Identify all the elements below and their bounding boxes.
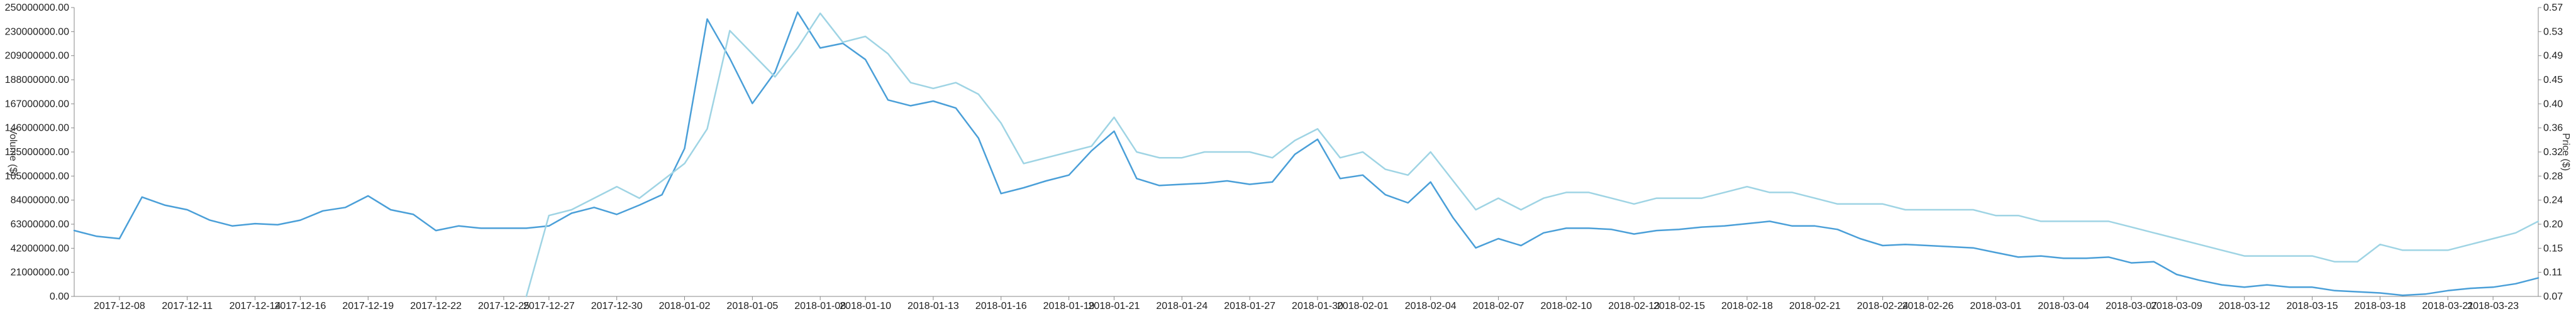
x-tick-label: 2018-02-01: [1337, 301, 1389, 311]
right-y-tick-label: 0.45: [2543, 75, 2563, 85]
volume-series-line: [73, 11, 2540, 296]
right-y-tick-label: 0.32: [2543, 147, 2563, 158]
x-tick-label: 2018-01-08: [794, 301, 846, 311]
left-y-tick-label: 146000000.00: [5, 123, 69, 134]
right-y-tick-label: 0.49: [2543, 51, 2563, 62]
series-layer: [73, 11, 2540, 298]
x-tick-label: 2018-03-04: [2038, 301, 2089, 311]
x-tick-label: 2018-01-13: [908, 301, 959, 311]
right-y-tick-label: 0.40: [2543, 99, 2563, 109]
right-y-tick-label: 0.53: [2543, 26, 2563, 37]
x-tick-label: 2017-12-14: [230, 301, 281, 311]
x-tick-label: 2018-02-10: [1540, 301, 1592, 311]
x-tick-label: 2018-01-10: [840, 301, 891, 311]
left-y-axis-ticks: 0.00 21000000.00 42000000.00 63000000.00 840…: [5, 3, 74, 302]
left-y-tick-label: 209000000.00: [5, 51, 69, 62]
x-tick-label: 2018-03-12: [2219, 301, 2270, 311]
right-y-tick-label: 0.20: [2543, 219, 2563, 230]
x-tick-label: 2018-01-02: [659, 301, 711, 311]
x-tick-label: 2018-03-23: [2467, 301, 2519, 311]
price-series-line: [525, 12, 2540, 298]
x-tick-label: 2018-02-15: [1653, 301, 1705, 311]
x-tick-label: 2017-12-11: [162, 301, 213, 311]
left-y-tick-label: 63000000.00: [11, 219, 70, 230]
x-tick-label: 2018-01-21: [1089, 301, 1140, 311]
x-tick-label: 2018-02-07: [1473, 301, 1524, 311]
x-tick-label: 2018-02-21: [1789, 301, 1841, 311]
x-tick-label: 2018-03-09: [2151, 301, 2202, 311]
x-tick-label: 2018-03-07: [2106, 301, 2157, 311]
x-tick-label: 2018-03-18: [2354, 301, 2406, 311]
x-tick-label: 2018-02-18: [1721, 301, 1773, 311]
x-tick-label: 2018-01-30: [1292, 301, 1343, 311]
left-y-tick-label: 125000000.00: [5, 147, 69, 158]
x-tick-label: 2018-01-16: [975, 301, 1027, 311]
right-y-tick-label: 0.15: [2543, 243, 2563, 254]
x-tick-label: 2018-02-13: [1608, 301, 1660, 311]
left-y-tick-label: 105000000.00: [5, 171, 69, 181]
left-y-tick-label: 167000000.00: [5, 99, 69, 109]
x-tick-label: 2018-03-01: [1970, 301, 2021, 311]
x-tick-label: 2017-12-25: [478, 301, 530, 311]
left-y-axis-title: Volume ($): [8, 127, 18, 176]
right-y-tick-label: 0.07: [2543, 291, 2563, 302]
right-y-tick-label: 0.57: [2543, 3, 2563, 13]
left-y-tick-label: 0.00: [50, 291, 69, 302]
x-tick-label: 2018-01-27: [1224, 301, 1275, 311]
x-tick-label: 2018-02-24: [1857, 301, 1909, 311]
right-y-tick-label: 0.11: [2543, 268, 2562, 278]
right-y-tick-label: 0.28: [2543, 171, 2563, 181]
x-tick-label: 2017-12-16: [275, 301, 326, 311]
left-y-tick-label: 230000000.00: [5, 26, 69, 37]
left-y-tick-label: 84000000.00: [11, 195, 70, 206]
x-tick-label: 2017-12-08: [94, 301, 145, 311]
x-tick-label: 2018-03-21: [2422, 301, 2473, 311]
x-tick-label: 2017-12-30: [591, 301, 643, 311]
x-tick-label: 2018-01-05: [726, 301, 778, 311]
left-y-tick-label: 250000000.00: [5, 3, 69, 13]
right-y-tick-label: 0.24: [2543, 195, 2563, 206]
left-y-tick-label: 188000000.00: [5, 75, 69, 85]
x-tick-label: 2018-03-15: [2287, 301, 2338, 311]
x-tick-label: 2018-02-04: [1405, 301, 1457, 311]
right-y-axis-title: Price ($): [2560, 133, 2571, 171]
left-y-tick-label: 21000000.00: [11, 268, 70, 278]
x-tick-label: 2017-12-27: [523, 301, 575, 311]
right-y-tick-label: 0.36: [2543, 123, 2563, 134]
left-y-tick-label: 42000000.00: [11, 243, 70, 254]
x-axis-ticks: 2017-12-08 2017-12-11 2017-12-142017-12-16…: [94, 296, 2519, 311]
x-tick-label: 2017-12-19: [342, 301, 394, 311]
x-tick-label: 2017-12-22: [410, 301, 462, 311]
x-tick-label: 2018-02-26: [1902, 301, 1954, 311]
x-tick-label: 2018-01-19: [1043, 301, 1095, 311]
right-y-axis-ticks: 0.07 0.11 0.15 0.20 0.24 0.28 0.32 0.36 0.40 0.45…: [2538, 3, 2563, 302]
x-tick-label: 2018-01-24: [1156, 301, 1208, 311]
